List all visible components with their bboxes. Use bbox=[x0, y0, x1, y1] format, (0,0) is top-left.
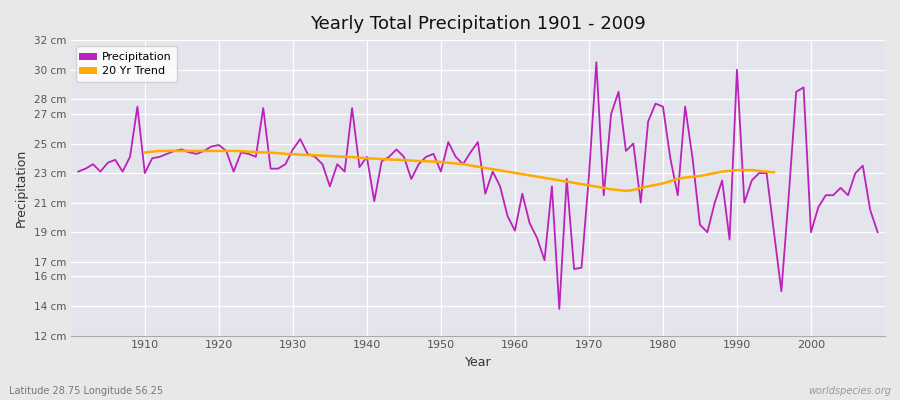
Precipitation bbox=[613, 90, 624, 94]
20 Yr Trend bbox=[724, 168, 735, 173]
X-axis label: Year: Year bbox=[464, 356, 491, 369]
20 Yr Trend bbox=[643, 184, 653, 189]
20 Yr Trend bbox=[739, 168, 750, 172]
20 Yr Trend bbox=[613, 188, 624, 192]
20 Yr Trend bbox=[769, 170, 779, 175]
Precipitation bbox=[502, 214, 513, 218]
Y-axis label: Precipitation: Precipitation bbox=[15, 149, 28, 227]
Precipitation bbox=[73, 169, 84, 174]
Precipitation bbox=[132, 104, 143, 109]
Precipitation bbox=[295, 137, 306, 142]
20 Yr Trend bbox=[140, 150, 150, 155]
20 Yr Trend bbox=[732, 168, 742, 172]
20 Yr Trend bbox=[680, 175, 690, 180]
Legend: Precipitation, 20 Yr Trend: Precipitation, 20 Yr Trend bbox=[76, 46, 177, 82]
Text: worldspecies.org: worldspecies.org bbox=[808, 386, 891, 396]
Precipitation bbox=[872, 230, 883, 234]
20 Yr Trend bbox=[620, 188, 631, 193]
Title: Yearly Total Precipitation 1901 - 2009: Yearly Total Precipitation 1901 - 2009 bbox=[310, 15, 646, 33]
Line: Precipitation: Precipitation bbox=[78, 62, 878, 309]
Precipitation bbox=[509, 228, 520, 233]
Line: 20 Yr Trend: 20 Yr Trend bbox=[145, 151, 774, 191]
Precipitation bbox=[554, 306, 564, 311]
Precipitation bbox=[591, 60, 602, 65]
Precipitation bbox=[339, 169, 350, 174]
Text: Latitude 28.75 Longitude 56.25: Latitude 28.75 Longitude 56.25 bbox=[9, 386, 163, 396]
20 Yr Trend bbox=[154, 148, 165, 153]
